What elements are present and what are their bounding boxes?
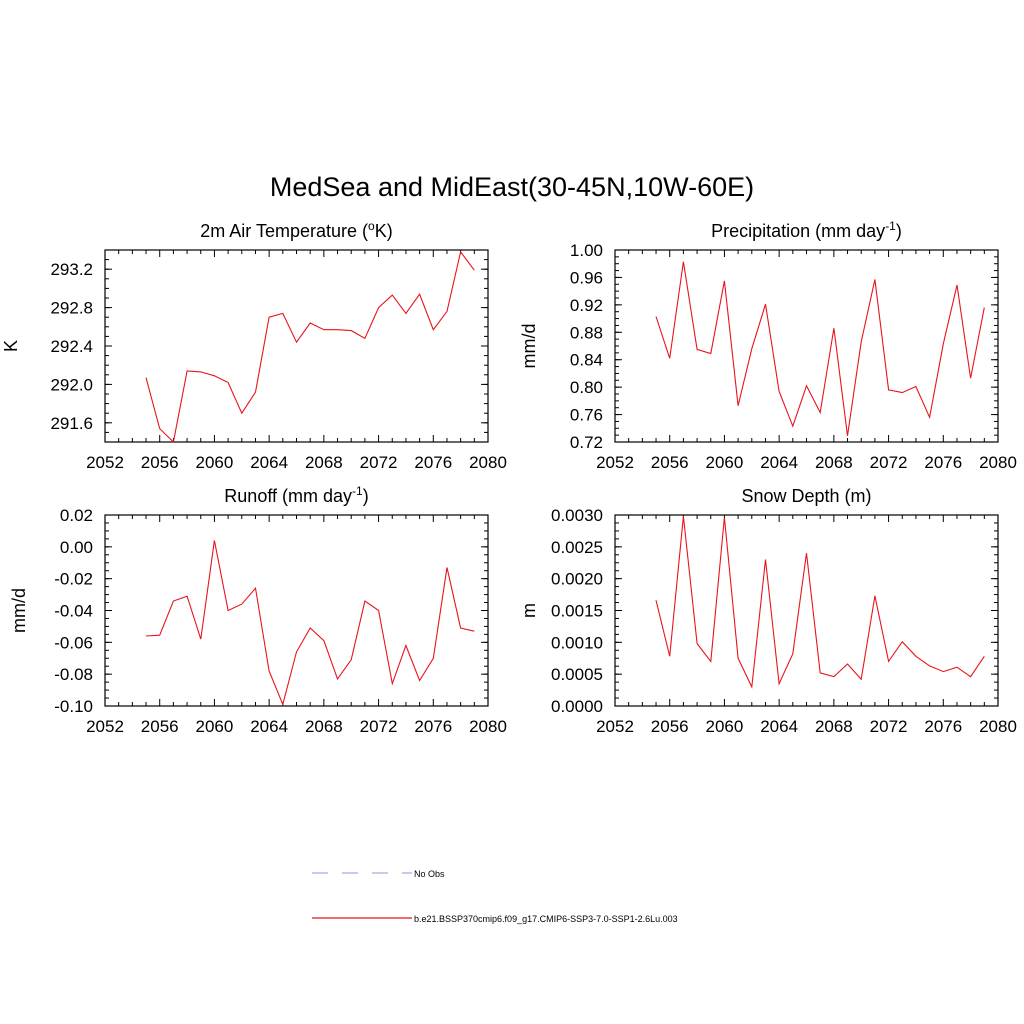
series-line bbox=[655, 261, 985, 436]
panel-snow-depth: Snow Depth (m) m 2052 2056 2060 2064 2068 2072 2… bbox=[519, 486, 1017, 736]
panel-title-superscript: -1 bbox=[885, 219, 896, 233]
y-tick-label: 291.6 bbox=[50, 414, 93, 433]
x-tick-label: 2068 bbox=[305, 453, 343, 472]
legend-label: b.e21.BSSP370cmip6.f09_g17.CMIP6-SSP3-7.… bbox=[414, 914, 678, 924]
y-tick-label: -0.08 bbox=[54, 665, 93, 684]
y-tick-label: 0.92 bbox=[570, 296, 603, 315]
x-tick-label: 2072 bbox=[360, 453, 398, 472]
x-tick-label: 2076 bbox=[924, 717, 962, 736]
x-tick-label: 2072 bbox=[870, 453, 908, 472]
plot-frame bbox=[104, 514, 489, 707]
x-tick-label: 2080 bbox=[979, 717, 1017, 736]
x-tick-label: 2060 bbox=[196, 717, 234, 736]
chart-panels: 2m Air Temperature (oK) K 2052 2056 2060 2064… bbox=[1, 219, 1017, 736]
x-tick-label: 2068 bbox=[305, 717, 343, 736]
figure-title: MedSea and MidEast(30-45N,10W-60E) bbox=[270, 172, 754, 202]
y-tick-label: 0.0015 bbox=[551, 602, 603, 621]
y-tick-label: 0.0000 bbox=[551, 697, 603, 716]
panel-title-text: 2m Air Temperature ( bbox=[200, 221, 368, 241]
x-tick-label: 2052 bbox=[86, 453, 124, 472]
x-tick-label: 2068 bbox=[815, 453, 853, 472]
x-tick-label: 2080 bbox=[469, 453, 507, 472]
panel-title: 2m Air Temperature (oK) bbox=[200, 219, 392, 241]
y-tick-label: 1.00 bbox=[570, 241, 603, 260]
panel-title: Precipitation (mm day-1) bbox=[711, 219, 902, 241]
y-tick-label: 0.02 bbox=[60, 506, 93, 525]
panel-title-text: Precipitation (mm day bbox=[711, 221, 885, 241]
x-tick-label: 2056 bbox=[651, 453, 689, 472]
x-tick-label: 2056 bbox=[141, 453, 179, 472]
panel-title: Runoff (mm day-1) bbox=[224, 484, 368, 506]
panel-precipitation: Precipitation (mm day-1) mm/d 2052 2056 2060… bbox=[519, 219, 1017, 472]
panel-title-suffix: ) bbox=[896, 221, 902, 241]
series-line bbox=[145, 250, 475, 444]
legend-entry: b.e21.BSSP370cmip6.f09_g17.CMIP6-SSP3-7.… bbox=[312, 914, 678, 924]
panel-title-superscript: o bbox=[368, 219, 375, 233]
plot-frame bbox=[614, 249, 999, 443]
x-tick-label: 2060 bbox=[706, 717, 744, 736]
x-tick-label: 2064 bbox=[250, 717, 288, 736]
panel-title-text: Runoff (mm day bbox=[224, 486, 352, 506]
y-tick-label: 0.0025 bbox=[551, 538, 603, 557]
panel-title: Snow Depth (m) bbox=[741, 486, 871, 506]
panel-runoff: Runoff (mm day-1) mm/d 2052 2056 2060 2064 206… bbox=[9, 484, 507, 736]
x-tick-label: 2064 bbox=[760, 453, 798, 472]
y-tick-label: 0.80 bbox=[570, 378, 603, 397]
y-tick-label: 0.0010 bbox=[551, 633, 603, 652]
x-tick-label: 2056 bbox=[651, 717, 689, 736]
panel-title-text: Snow Depth (m) bbox=[741, 486, 871, 506]
x-tick-label: 2052 bbox=[86, 717, 124, 736]
y-tick-label: 0.0030 bbox=[551, 506, 603, 525]
legend-label: No Obs bbox=[414, 869, 445, 879]
plot-frame bbox=[614, 514, 999, 707]
legend: No Obs b.e21.BSSP370cmip6.f09_g17.CMIP6-S… bbox=[312, 869, 678, 924]
y-tick-label: 0.84 bbox=[570, 351, 603, 370]
y-axis-label: K bbox=[1, 340, 21, 352]
y-tick-label: 0.72 bbox=[570, 433, 603, 452]
plot-frame bbox=[104, 249, 489, 443]
y-tick-label: -0.02 bbox=[54, 570, 93, 589]
legend-entry: No Obs bbox=[312, 869, 445, 879]
y-tick-label: 292.8 bbox=[50, 299, 93, 318]
x-tick-label: 2080 bbox=[979, 453, 1017, 472]
y-tick-label: 292.0 bbox=[50, 375, 93, 394]
y-tick-label: 293.2 bbox=[50, 260, 93, 279]
y-axis-label: mm/d bbox=[519, 324, 539, 369]
x-tick-label: 2076 bbox=[924, 453, 962, 472]
y-tick-label: 0.00 bbox=[60, 538, 93, 557]
x-tick-label: 2072 bbox=[870, 717, 908, 736]
panel-temperature: 2m Air Temperature (oK) K 2052 2056 2060 2064… bbox=[1, 219, 507, 472]
panel-title-suffix: ) bbox=[363, 486, 369, 506]
x-tick-label: 2076 bbox=[414, 717, 452, 736]
y-tick-label: 292.4 bbox=[50, 337, 93, 356]
x-tick-label: 2052 bbox=[596, 717, 634, 736]
x-tick-label: 2052 bbox=[596, 453, 634, 472]
series-line bbox=[145, 540, 475, 707]
x-tick-label: 2080 bbox=[469, 717, 507, 736]
y-tick-label: -0.06 bbox=[54, 633, 93, 652]
y-axis-label: mm/d bbox=[9, 588, 29, 633]
x-tick-label: 2064 bbox=[250, 453, 288, 472]
y-tick-label: 0.96 bbox=[570, 268, 603, 287]
panel-title-superscript: -1 bbox=[352, 484, 363, 498]
x-tick-label: 2060 bbox=[196, 453, 234, 472]
y-tick-label: 0.88 bbox=[570, 323, 603, 342]
x-tick-label: 2068 bbox=[815, 717, 853, 736]
y-tick-label: 0.0005 bbox=[551, 665, 603, 684]
y-axis-label: m bbox=[519, 603, 539, 618]
x-tick-label: 2060 bbox=[706, 453, 744, 472]
y-tick-label: -0.10 bbox=[54, 697, 93, 716]
panel-title-suffix: K) bbox=[375, 221, 393, 241]
series-line bbox=[655, 516, 985, 689]
y-tick-label: 0.0020 bbox=[551, 570, 603, 589]
x-tick-label: 2072 bbox=[360, 717, 398, 736]
y-tick-label: 0.76 bbox=[570, 406, 603, 425]
x-tick-label: 2056 bbox=[141, 717, 179, 736]
y-tick-label: -0.04 bbox=[54, 602, 93, 621]
x-tick-label: 2076 bbox=[414, 453, 452, 472]
x-tick-label: 2064 bbox=[760, 717, 798, 736]
